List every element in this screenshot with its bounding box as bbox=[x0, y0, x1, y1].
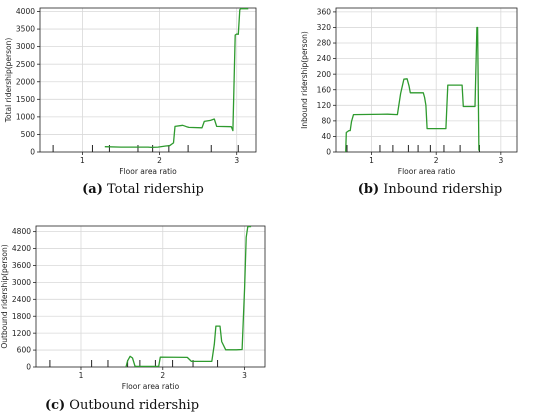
x-tick-label-1: 2 bbox=[157, 156, 162, 165]
x-tick-label-0: 1 bbox=[79, 371, 84, 380]
x-tick-label-1: 2 bbox=[160, 371, 165, 380]
caption-text: Inbound ridership bbox=[379, 182, 502, 197]
y-tick-label-1: 40 bbox=[321, 132, 331, 141]
chart-inbound-ridership: 1 2 3 0 40 80 120 160 200 240 280 320 360 Floor area … bbox=[300, 7, 518, 197]
plot-frame bbox=[39, 7, 257, 153]
plot-frame bbox=[35, 225, 266, 368]
y-tick-label-6: 240 bbox=[317, 54, 332, 63]
y-tick-label-9: 360 bbox=[317, 7, 332, 16]
chart-caption: (c) Outbound ridership bbox=[45, 398, 199, 413]
y-tick-label-4: 2000 bbox=[16, 77, 35, 86]
series-line-0 bbox=[345, 26, 480, 153]
y-tick-label-7: 3500 bbox=[16, 25, 35, 34]
caption-text: Outbound ridership bbox=[65, 398, 199, 413]
x-tick-label-0: 1 bbox=[369, 156, 374, 165]
y-tick-label-7: 280 bbox=[317, 39, 332, 48]
x-axis-label: Floor area ratio bbox=[122, 382, 180, 391]
y-tick-label-0: 0 bbox=[26, 363, 31, 372]
chart-total-ridership: 1 2 3 0 500 1000 1500 2000 2500 3000 3500 4000 Floor… bbox=[4, 7, 257, 197]
y-tick-label-6: 3000 bbox=[16, 42, 35, 51]
x-axis-label: Floor area ratio bbox=[398, 167, 456, 176]
series-line-0 bbox=[104, 8, 249, 149]
y-tick-label-2: 80 bbox=[321, 116, 331, 125]
y-tick-label-4: 2400 bbox=[12, 295, 31, 304]
y-tick-label-2: 1000 bbox=[16, 112, 35, 121]
y-tick-label-8: 4800 bbox=[12, 227, 31, 236]
series-line-0 bbox=[125, 225, 252, 368]
y-axis-label: Total ridership(person) bbox=[4, 38, 13, 124]
y-tick-label-3: 1800 bbox=[12, 312, 31, 321]
y-tick-label-0: 0 bbox=[326, 148, 331, 157]
y-tick-label-2: 1200 bbox=[12, 329, 31, 338]
y-tick-label-7: 4200 bbox=[12, 244, 31, 253]
y-tick-label-8: 320 bbox=[317, 23, 332, 32]
y-tick-label-4: 160 bbox=[317, 85, 332, 94]
y-tick-label-1: 600 bbox=[17, 346, 32, 355]
x-axis-label: Floor area ratio bbox=[119, 167, 177, 176]
caption-label: (c) bbox=[45, 398, 65, 413]
x-tick-label-2: 3 bbox=[498, 156, 503, 165]
chart-caption: (b) Inbound ridership bbox=[358, 182, 503, 197]
plot-frame bbox=[335, 7, 518, 153]
y-tick-label-3: 1500 bbox=[16, 95, 35, 104]
y-axis-label: Outbound ridership(person) bbox=[0, 244, 9, 348]
y-tick-label-6: 3600 bbox=[12, 261, 31, 270]
chart-outbound-ridership: 1 2 3 0 600 1200 1800 2400 3000 3600 4200 4800 Floor… bbox=[0, 225, 266, 413]
chart-caption: (a) Total ridership bbox=[82, 182, 204, 197]
caption-text: Total ridership bbox=[103, 182, 204, 197]
caption-label: (b) bbox=[358, 182, 379, 197]
y-tick-label-5: 200 bbox=[317, 70, 332, 79]
y-tick-label-5: 2500 bbox=[16, 60, 35, 69]
y-tick-label-3: 120 bbox=[317, 101, 332, 110]
y-tick-label-5: 3000 bbox=[12, 278, 31, 287]
x-tick-label-2: 3 bbox=[242, 371, 247, 380]
y-axis-label: Inbound ridership(person) bbox=[300, 31, 309, 129]
y-tick-label-8: 4000 bbox=[16, 7, 35, 16]
x-tick-label-2: 3 bbox=[234, 156, 239, 165]
y-tick-label-1: 500 bbox=[21, 130, 36, 139]
x-tick-label-0: 1 bbox=[80, 156, 85, 165]
y-tick-label-0: 0 bbox=[30, 148, 35, 157]
caption-label: (a) bbox=[82, 182, 103, 197]
x-tick-label-1: 2 bbox=[434, 156, 439, 165]
